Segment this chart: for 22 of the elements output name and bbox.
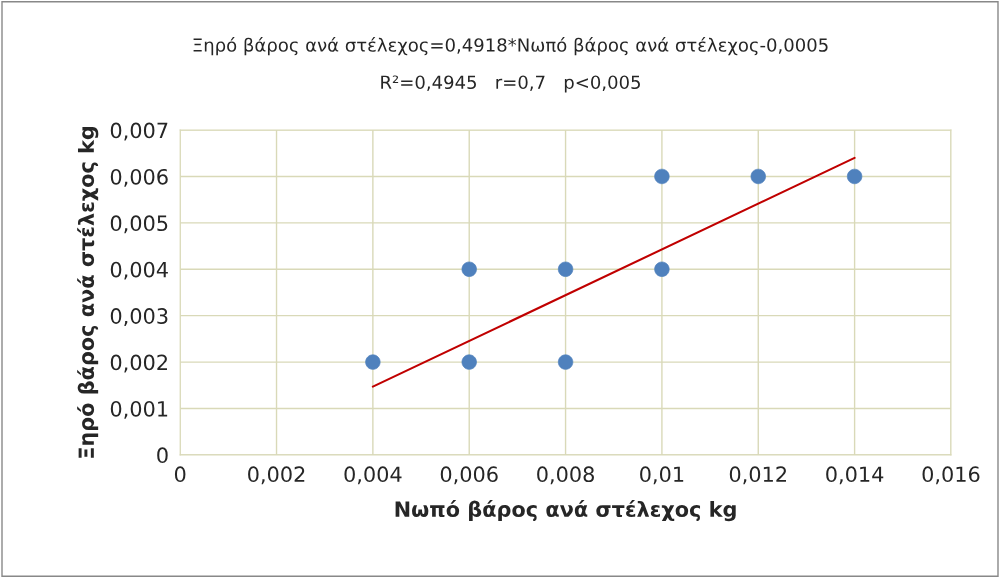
x-tick-label: 0,002: [248, 466, 305, 485]
x-tick-label: 0,016: [922, 466, 980, 485]
y-tick-label: 0,003: [110, 308, 168, 327]
y-axis-title: Ξηρό βάρος ανά στέλεχος kg: [77, 126, 99, 458]
y-tick-label: 0,005: [110, 215, 168, 234]
y-tick-label: 0: [157, 447, 168, 464]
x-tick-label: 0,006: [440, 466, 498, 485]
chart-title: Ξηρό βάρος ανά στέλεχος=0,4918*Νωπό βάρος ανά στέλεχος-0,0005: [193, 37, 828, 56]
y-tick-label: 0,002: [110, 354, 167, 373]
x-tick-label: 0,008: [537, 466, 594, 485]
x-tick-label: 0,004: [344, 466, 402, 485]
chart-subtitle: R²=0,4945 r=0,7 p<0,005: [381, 75, 640, 93]
point: [557, 261, 574, 277]
x-tick-label: 0,01: [640, 466, 684, 485]
x-tick-label: 0,014: [826, 466, 884, 485]
y-tick-label: 0,006: [110, 168, 168, 187]
x-axis-title: Νωπό βάρος ανά στέλεχος kg: [395, 500, 736, 522]
x-tick-label: 0,012: [729, 466, 786, 485]
y-tick-label: 0,001: [110, 400, 168, 419]
x-tick-label: 0: [174, 466, 186, 483]
y-tick-label: 0,007: [110, 122, 168, 141]
y-tick-label: 0,004: [110, 261, 168, 280]
